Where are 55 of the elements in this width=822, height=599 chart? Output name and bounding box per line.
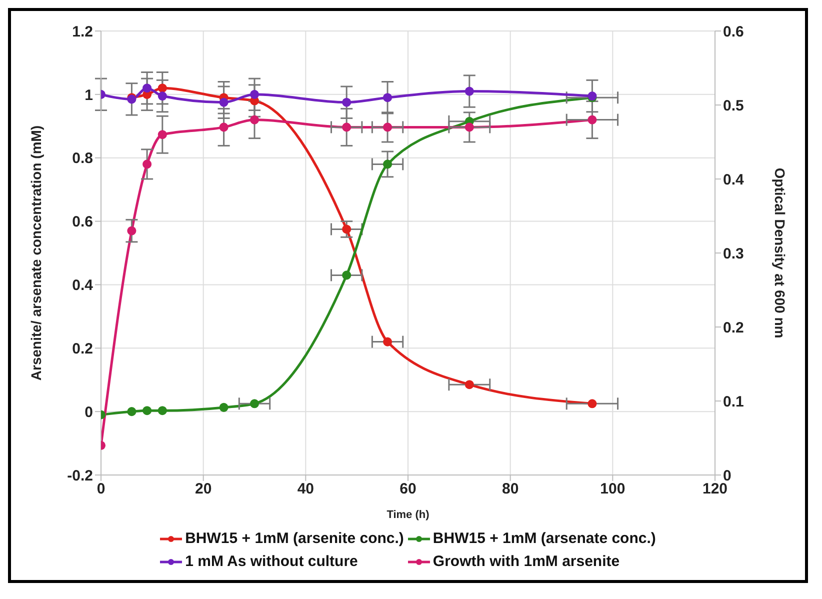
x-tick-label: 0 <box>96 480 106 498</box>
legend-label: Growth with 1mM arsenite <box>432 553 620 570</box>
point <box>383 337 392 346</box>
x-axis-title: Time (h) <box>386 509 430 521</box>
x-tick-label: 40 <box>297 480 314 498</box>
point <box>342 224 352 234</box>
y-tick-label: 1.2 <box>72 23 93 40</box>
point <box>383 160 392 169</box>
point <box>383 93 392 102</box>
point <box>588 115 597 124</box>
x-tick-label: 60 <box>400 480 416 498</box>
x-tick-label: 80 <box>502 480 519 498</box>
y-tick-label: 0.2 <box>72 340 93 358</box>
y2-tick-label: 0.3 <box>723 245 744 262</box>
point <box>158 130 167 140</box>
point <box>250 90 260 99</box>
point <box>219 402 228 412</box>
y2-tick-label: 0.4 <box>723 171 745 188</box>
x-tick-label: 100 <box>600 480 626 498</box>
x-tick-label: 20 <box>194 480 212 498</box>
point <box>142 406 152 416</box>
legend-label: BHW15 + 1mM (arsenite conc.) <box>185 530 404 547</box>
y2-tick-label: 0.2 <box>723 319 744 336</box>
point <box>588 399 597 408</box>
point <box>464 122 474 132</box>
y-tick-label: 0.8 <box>72 150 93 168</box>
point <box>219 98 228 107</box>
point <box>250 399 260 408</box>
point <box>342 122 352 132</box>
y-tick-label: -0.2 <box>67 467 93 484</box>
point <box>250 115 260 124</box>
point <box>142 160 152 169</box>
point <box>464 380 474 390</box>
y-tick-label: 0.6 <box>72 214 93 231</box>
point <box>158 92 167 101</box>
y-tick-label: 0 <box>84 404 93 421</box>
point <box>158 84 167 93</box>
point <box>342 270 352 280</box>
point <box>158 406 167 416</box>
legend-label: 1 mM As without culture <box>185 553 358 570</box>
point <box>464 86 474 96</box>
point <box>342 98 352 107</box>
y-axis-title: Arsenite/ arsenate concentration (mM) <box>28 125 44 381</box>
y2-tick-label: 0.1 <box>723 393 744 410</box>
y2-tick-label: 0.5 <box>723 97 744 114</box>
point <box>219 122 228 132</box>
y2-tick-label: 0.6 <box>723 23 744 40</box>
point <box>142 84 152 93</box>
legend-label: BHW15 + 1mM (arsenate conc.) <box>432 530 656 547</box>
y2-axis-title: Optical Density at 600 nm <box>772 168 788 338</box>
y-tick-label: 0.4 <box>72 277 94 294</box>
point <box>383 122 392 132</box>
point <box>127 407 136 416</box>
point <box>127 226 136 236</box>
y-tick-label: 1 <box>84 86 93 104</box>
